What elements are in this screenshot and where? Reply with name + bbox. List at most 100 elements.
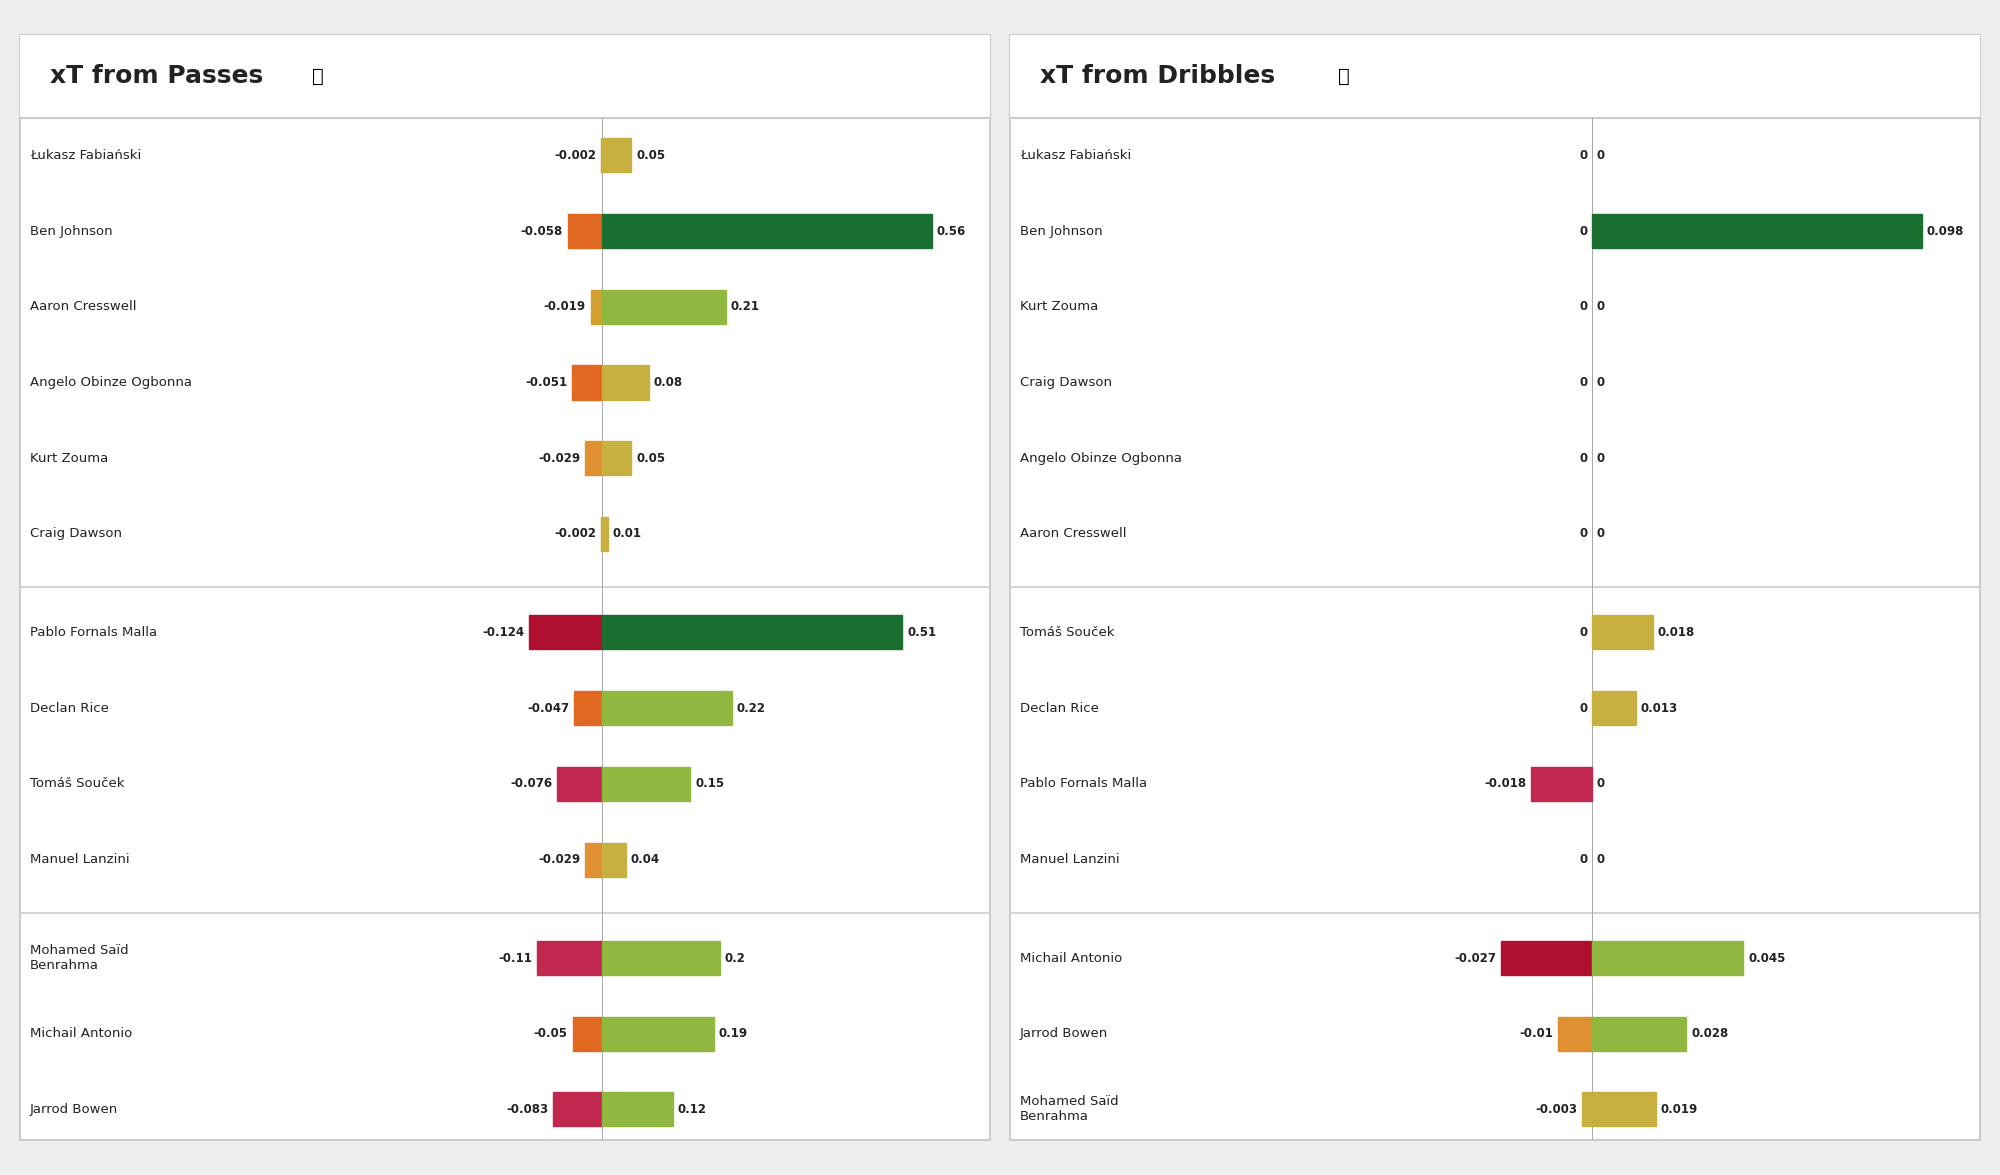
Text: Jarrod Bowen: Jarrod Bowen [30, 1103, 118, 1116]
Text: 0.12: 0.12 [678, 1103, 706, 1116]
Text: 0.028: 0.028 [1692, 1027, 1728, 1040]
Text: 0: 0 [1596, 149, 1604, 162]
Bar [602, 1093, 672, 1127]
Bar [1592, 691, 1636, 725]
Text: Angelo Obinze Ogbonna: Angelo Obinze Ogbonna [30, 376, 192, 389]
Bar [1592, 1016, 1686, 1050]
Bar [602, 290, 726, 324]
Bar [568, 214, 602, 248]
Bar [602, 842, 626, 877]
Text: 0: 0 [1580, 626, 1588, 639]
Text: Pablo Fornals Malla: Pablo Fornals Malla [1020, 778, 1146, 791]
Text: 0.013: 0.013 [1640, 701, 1678, 714]
Text: 0: 0 [1596, 451, 1604, 465]
Text: xT from Passes: xT from Passes [50, 65, 264, 88]
Bar [602, 214, 932, 248]
Text: -0.058: -0.058 [520, 224, 562, 237]
Text: -0.01: -0.01 [1520, 1027, 1554, 1040]
Bar [602, 691, 732, 725]
Text: 0: 0 [1580, 149, 1588, 162]
Text: -0.083: -0.083 [506, 1103, 548, 1116]
Text: 0.05: 0.05 [636, 451, 666, 465]
Bar [1592, 214, 1922, 248]
Text: Kurt Zouma: Kurt Zouma [30, 451, 108, 465]
Text: 0.2: 0.2 [724, 952, 746, 965]
Text: 0.56: 0.56 [936, 224, 966, 237]
Bar [1592, 1093, 1656, 1127]
Text: 0.21: 0.21 [730, 301, 760, 314]
Text: Aaron Cresswell: Aaron Cresswell [1020, 528, 1126, 540]
Text: 0.018: 0.018 [1658, 626, 1694, 639]
Text: 0: 0 [1580, 853, 1588, 866]
Text: Łukasz Fabiański: Łukasz Fabiański [1020, 149, 1130, 162]
Text: 0.05: 0.05 [636, 149, 666, 162]
Text: -0.05: -0.05 [534, 1027, 568, 1040]
Text: 0: 0 [1596, 778, 1604, 791]
Text: -0.124: -0.124 [482, 626, 524, 639]
Text: Tomáš Souček: Tomáš Souček [1020, 626, 1114, 639]
Text: 0.019: 0.019 [1660, 1103, 1698, 1116]
Text: Michail Antonio: Michail Antonio [30, 1027, 132, 1040]
Bar [602, 517, 608, 551]
Text: 0: 0 [1580, 376, 1588, 389]
Text: Mohamed Saïd
Benrahma: Mohamed Saïd Benrahma [1020, 1095, 1118, 1123]
Text: Craig Dawson: Craig Dawson [1020, 376, 1112, 389]
Bar [602, 139, 632, 173]
Text: 0: 0 [1596, 376, 1604, 389]
Text: -0.018: -0.018 [1484, 778, 1526, 791]
Text: 0: 0 [1596, 301, 1604, 314]
Text: Manuel Lanzini: Manuel Lanzini [30, 853, 130, 866]
Text: Declan Rice: Declan Rice [1020, 701, 1098, 714]
Text: -0.002: -0.002 [554, 528, 596, 540]
Text: Angelo Obinze Ogbonna: Angelo Obinze Ogbonna [1020, 451, 1182, 465]
Bar [1592, 616, 1652, 650]
Text: Michail Antonio: Michail Antonio [1020, 952, 1122, 965]
Text: -0.019: -0.019 [544, 301, 586, 314]
Bar [602, 767, 690, 801]
Bar [1532, 767, 1592, 801]
Text: Kurt Zouma: Kurt Zouma [1020, 301, 1098, 314]
Text: -0.11: -0.11 [498, 952, 532, 965]
Text: 0.08: 0.08 [654, 376, 684, 389]
Text: 🛡: 🛡 [1338, 67, 1350, 86]
Bar [538, 941, 602, 975]
Text: Aaron Cresswell: Aaron Cresswell [30, 301, 136, 314]
Text: -0.029: -0.029 [538, 451, 580, 465]
Text: 0: 0 [1580, 451, 1588, 465]
Bar [602, 365, 650, 400]
Text: 0: 0 [1596, 528, 1604, 540]
Text: -0.051: -0.051 [524, 376, 568, 389]
Text: -0.027: -0.027 [1454, 952, 1496, 965]
Bar [528, 616, 602, 650]
Text: 0.098: 0.098 [1926, 224, 1964, 237]
Text: Ben Johnson: Ben Johnson [30, 224, 112, 237]
Text: Declan Rice: Declan Rice [30, 701, 108, 714]
Text: Pablo Fornals Malla: Pablo Fornals Malla [30, 626, 156, 639]
Text: 🛡: 🛡 [312, 67, 324, 86]
Text: -0.003: -0.003 [1536, 1103, 1578, 1116]
Bar [602, 442, 632, 476]
Bar [1592, 941, 1744, 975]
Bar [590, 290, 602, 324]
Text: 0: 0 [1580, 301, 1588, 314]
Bar [1558, 1016, 1592, 1050]
Text: -0.002: -0.002 [554, 149, 596, 162]
Bar [602, 1016, 714, 1050]
Text: xT from Dribbles: xT from Dribbles [1040, 65, 1276, 88]
Text: Craig Dawson: Craig Dawson [30, 528, 122, 540]
Text: Mohamed Saïd
Benrahma: Mohamed Saïd Benrahma [30, 944, 128, 972]
Bar [554, 1093, 602, 1127]
Text: Ben Johnson: Ben Johnson [1020, 224, 1102, 237]
Text: 0.19: 0.19 [718, 1027, 748, 1040]
Text: Tomáš Souček: Tomáš Souček [30, 778, 124, 791]
Text: -0.047: -0.047 [528, 701, 570, 714]
Bar [574, 691, 602, 725]
Text: 0.01: 0.01 [612, 528, 642, 540]
Text: 0.15: 0.15 [696, 778, 724, 791]
Text: 0.22: 0.22 [736, 701, 766, 714]
Text: -0.076: -0.076 [510, 778, 552, 791]
Text: -0.029: -0.029 [538, 853, 580, 866]
Bar [584, 442, 602, 476]
Bar [602, 941, 720, 975]
Text: Łukasz Fabiański: Łukasz Fabiański [30, 149, 140, 162]
